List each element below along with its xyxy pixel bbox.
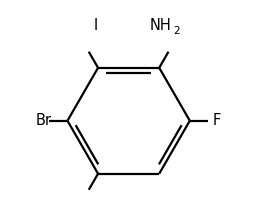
Text: Br: Br: [36, 113, 52, 128]
Text: 2: 2: [173, 26, 180, 36]
Text: I: I: [94, 18, 98, 33]
Text: NH: NH: [149, 18, 171, 33]
Text: F: F: [213, 113, 221, 128]
